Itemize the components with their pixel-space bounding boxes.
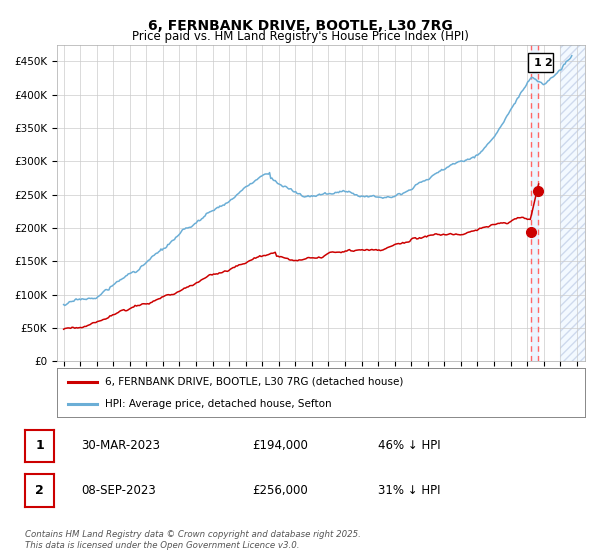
Text: 6, FERNBANK DRIVE, BOOTLE, L30 7RG (detached house): 6, FERNBANK DRIVE, BOOTLE, L30 7RG (deta… xyxy=(104,377,403,387)
FancyBboxPatch shape xyxy=(528,53,553,72)
Bar xyxy=(531,45,538,361)
Text: Price paid vs. HM Land Registry's House Price Index (HPI): Price paid vs. HM Land Registry's House … xyxy=(131,30,469,43)
Text: 2: 2 xyxy=(35,484,44,497)
Text: Contains HM Land Registry data © Crown copyright and database right 2025.
This d: Contains HM Land Registry data © Crown c… xyxy=(25,530,361,550)
Text: £256,000: £256,000 xyxy=(252,484,308,497)
Text: 2: 2 xyxy=(545,58,552,68)
Text: £194,000: £194,000 xyxy=(252,439,308,452)
Bar xyxy=(560,45,585,361)
Bar xyxy=(560,45,585,361)
Text: 46% ↓ HPI: 46% ↓ HPI xyxy=(378,439,440,452)
Text: 1: 1 xyxy=(533,58,541,68)
Text: 1: 1 xyxy=(35,439,44,452)
Text: HPI: Average price, detached house, Sefton: HPI: Average price, detached house, Seft… xyxy=(104,399,331,409)
Text: 6, FERNBANK DRIVE, BOOTLE, L30 7RG: 6, FERNBANK DRIVE, BOOTLE, L30 7RG xyxy=(148,19,452,33)
Text: 30-MAR-2023: 30-MAR-2023 xyxy=(81,439,160,452)
Text: 08-SEP-2023: 08-SEP-2023 xyxy=(81,484,156,497)
Text: 31% ↓ HPI: 31% ↓ HPI xyxy=(378,484,440,497)
